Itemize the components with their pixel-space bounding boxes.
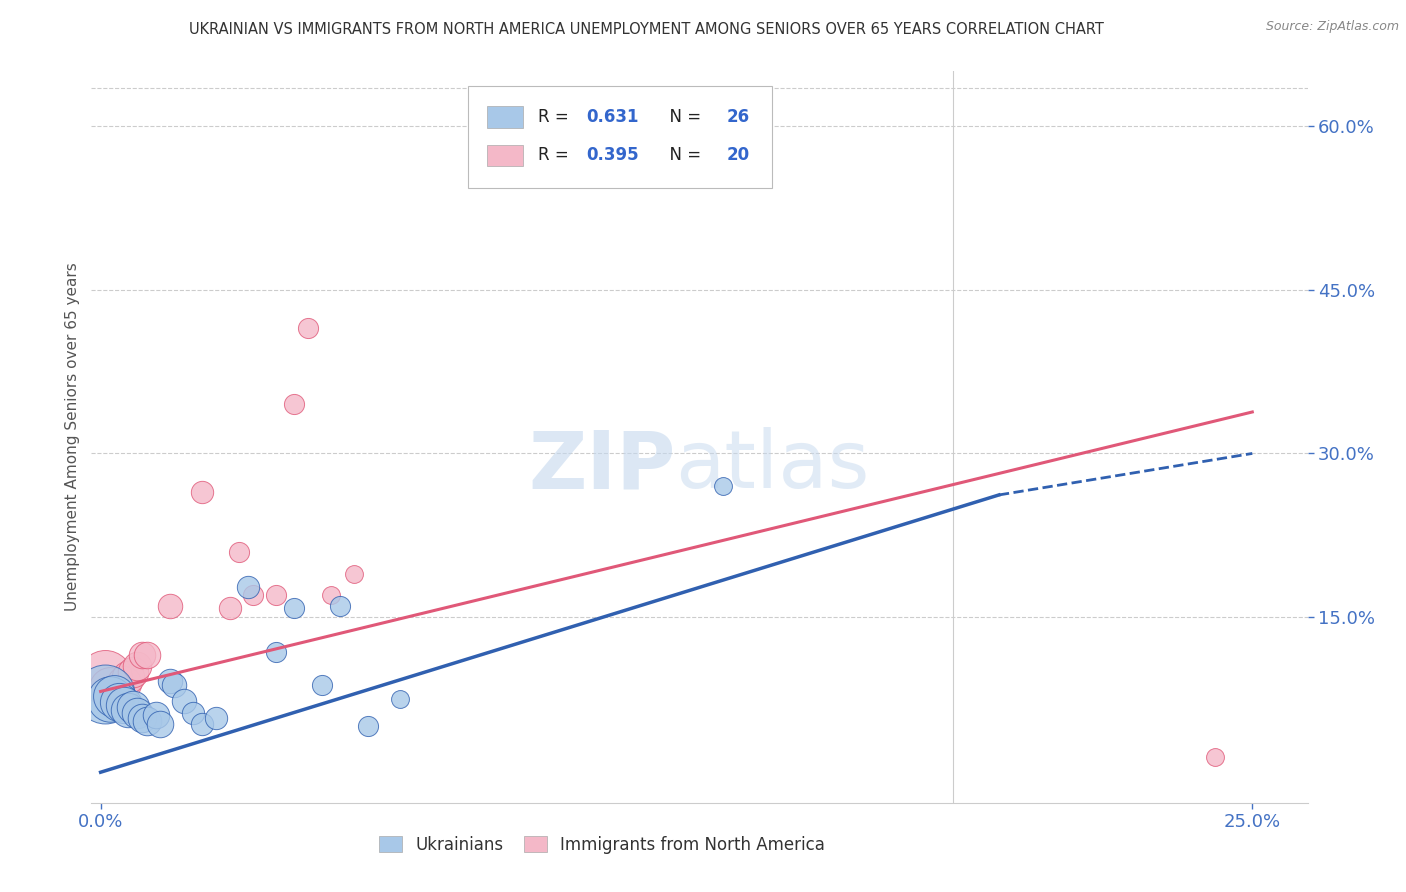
Point <box>135 648 157 663</box>
Point <box>319 588 342 602</box>
Point <box>329 599 352 614</box>
Point <box>135 714 157 728</box>
Text: N =: N = <box>659 146 707 164</box>
Point <box>343 566 366 581</box>
Text: R =: R = <box>537 109 574 127</box>
Point <box>108 695 131 709</box>
Point <box>357 719 380 733</box>
Point <box>389 692 412 706</box>
Text: 20: 20 <box>727 146 749 164</box>
Point <box>149 717 172 731</box>
Point <box>117 703 139 717</box>
Point <box>191 484 214 499</box>
Point <box>127 706 149 721</box>
Point <box>159 673 181 688</box>
Point <box>117 670 139 684</box>
Text: UKRAINIAN VS IMMIGRANTS FROM NORTH AMERICA UNEMPLOYMENT AMONG SENIORS OVER 65 YE: UKRAINIAN VS IMMIGRANTS FROM NORTH AMERI… <box>190 22 1104 37</box>
Point <box>283 397 305 411</box>
Text: R =: R = <box>537 146 574 164</box>
Point <box>163 678 186 692</box>
FancyBboxPatch shape <box>486 106 523 128</box>
Point <box>711 479 734 493</box>
Text: 0.631: 0.631 <box>586 109 638 127</box>
Point <box>159 599 181 614</box>
Point <box>236 580 259 594</box>
Point <box>112 698 135 712</box>
Point <box>127 659 149 673</box>
Point <box>94 670 117 684</box>
Point <box>264 645 287 659</box>
Legend: Ukrainians, Immigrants from North America: Ukrainians, Immigrants from North Americ… <box>373 829 832 860</box>
Text: N =: N = <box>659 109 707 127</box>
FancyBboxPatch shape <box>486 145 523 167</box>
Text: atlas: atlas <box>675 427 869 506</box>
Point <box>94 687 117 701</box>
Point <box>218 601 240 615</box>
FancyBboxPatch shape <box>468 86 772 188</box>
Point <box>121 665 143 679</box>
Point <box>283 601 305 615</box>
Y-axis label: Unemployment Among Seniors over 65 years: Unemployment Among Seniors over 65 years <box>65 263 80 611</box>
Point <box>191 717 214 731</box>
Text: ZIP: ZIP <box>527 427 675 506</box>
Point <box>181 706 204 721</box>
Point <box>112 675 135 690</box>
Point <box>145 708 167 723</box>
Point <box>228 545 250 559</box>
Point <box>204 711 226 725</box>
Text: 26: 26 <box>727 109 749 127</box>
Point <box>264 588 287 602</box>
Point <box>131 648 153 663</box>
Point <box>103 687 125 701</box>
Point <box>173 694 195 708</box>
Point <box>311 678 333 692</box>
Point <box>98 681 121 695</box>
Point <box>121 699 143 714</box>
Point <box>297 321 319 335</box>
Point <box>103 689 125 703</box>
Point <box>131 711 153 725</box>
Text: 0.395: 0.395 <box>586 146 638 164</box>
Point <box>242 588 264 602</box>
Point <box>1204 750 1226 764</box>
Text: Source: ZipAtlas.com: Source: ZipAtlas.com <box>1265 20 1399 33</box>
Point <box>98 692 121 706</box>
